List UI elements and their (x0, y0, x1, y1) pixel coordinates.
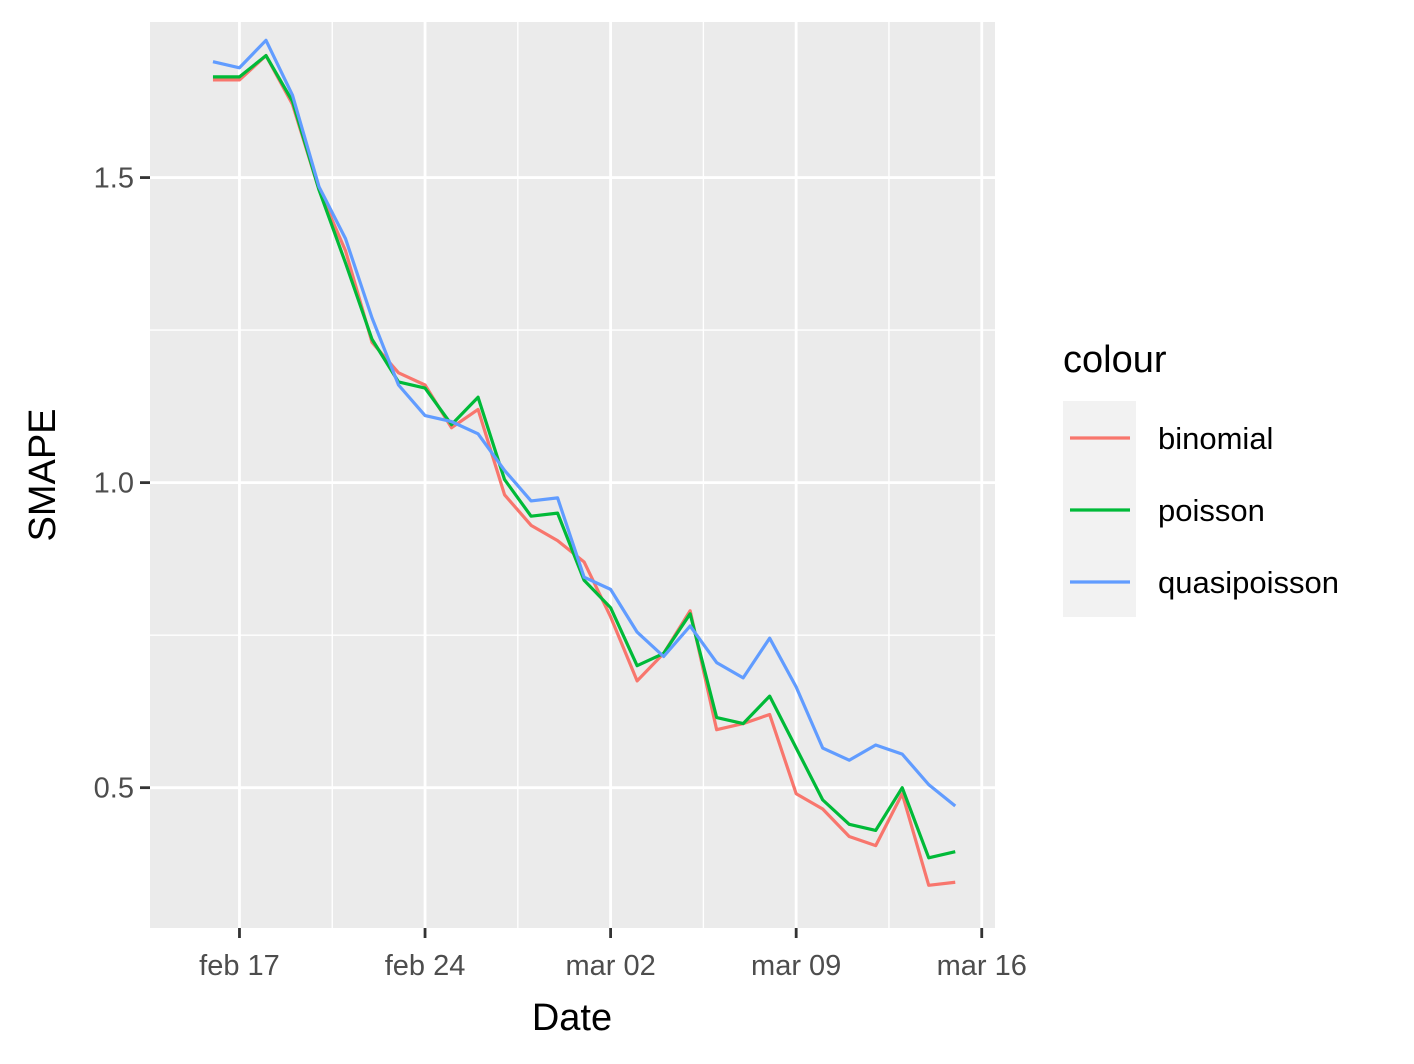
legend-label-binomial: binomial (1158, 421, 1273, 456)
plot-panel (150, 22, 995, 928)
y-tick-label: 1.0 (94, 468, 134, 500)
x-tick-label: mar 09 (751, 950, 841, 982)
x-tick-label: feb 24 (385, 950, 466, 982)
legend-title: colour (1063, 339, 1167, 381)
major-gridlines (150, 22, 995, 928)
legend-label-quasipoisson: quasipoisson (1158, 565, 1339, 600)
series-line-quasipoisson (212, 38, 957, 808)
x-tick-label: feb 17 (199, 950, 280, 982)
legend: colour binomial poisson quasipoisson (1063, 339, 1339, 617)
y-tick-label: 0.5 (94, 773, 134, 805)
series-lines (212, 38, 957, 887)
y-axis: 0.5 1.0 1.5 (94, 163, 150, 805)
legend-label-poisson: poisson (1158, 493, 1265, 528)
x-axis: feb 17 feb 24 mar 02 mar 09 mar 16 (199, 928, 1027, 982)
y-axis-title: SMAPE (22, 408, 64, 541)
x-tick-label: mar 16 (937, 950, 1027, 982)
x-tick-label: mar 02 (565, 950, 655, 982)
legend-items: binomial poisson quasipoisson (1070, 421, 1339, 600)
y-tick-label: 1.5 (94, 163, 134, 195)
series-line-poisson (212, 53, 956, 860)
x-axis-title: Date (532, 997, 612, 1039)
minor-gridlines (150, 22, 995, 928)
series-line-binomial (212, 53, 956, 887)
